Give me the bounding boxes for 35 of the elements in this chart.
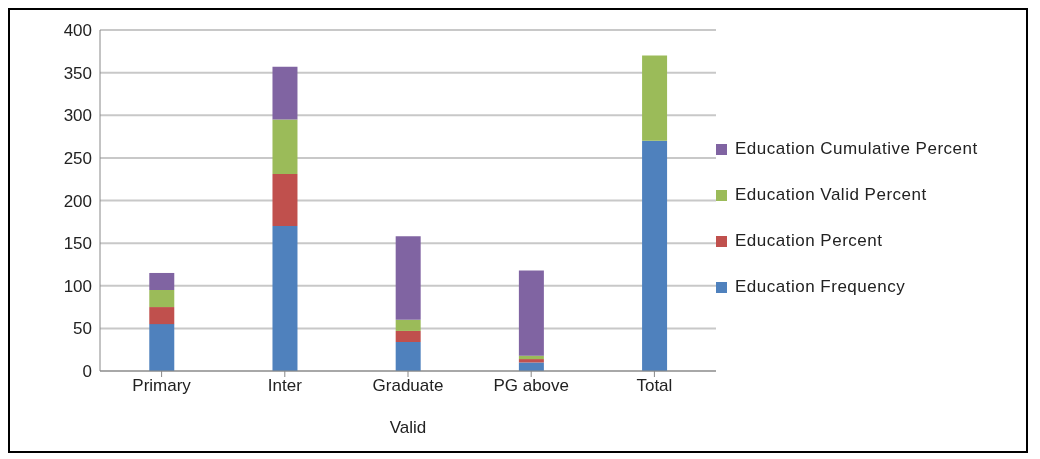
bar	[395, 342, 421, 371]
legend-label: Education Valid Percent	[735, 184, 928, 205]
x-axis-title: Valid	[389, 418, 427, 437]
y-tick-label: 150	[63, 234, 92, 254]
bar	[518, 270, 544, 356]
y-tick-label: 350	[63, 63, 92, 83]
y-tick-label: 250	[63, 148, 92, 168]
x-tick-label: Total	[636, 376, 673, 396]
bar	[272, 174, 298, 227]
bar	[272, 226, 298, 371]
legend-label: Education Frequency	[735, 276, 907, 297]
bar	[395, 319, 421, 331]
bar	[149, 272, 175, 291]
y-tick-label: 300	[63, 106, 92, 126]
bar	[149, 324, 175, 371]
bar	[272, 66, 298, 120]
bar	[149, 290, 175, 308]
legend-label: Education Percent	[735, 230, 884, 251]
bar	[149, 307, 175, 325]
x-tick-label: Primary	[132, 376, 192, 396]
x-tick-label: Inter	[267, 376, 303, 396]
bar	[395, 330, 421, 343]
bar	[642, 55, 668, 141]
bar	[518, 362, 544, 371]
y-tick-label: 400	[63, 21, 92, 41]
bar	[272, 119, 298, 175]
x-tick-label: PG above	[493, 376, 569, 396]
bar	[642, 140, 668, 371]
legend-label: Education Cumulative Percent	[735, 138, 979, 159]
y-tick-label: 100	[63, 276, 92, 296]
x-tick-label: Graduate	[372, 376, 444, 396]
y-tick-label: 0	[82, 362, 92, 382]
y-tick-label: 50	[73, 319, 92, 339]
bar	[395, 236, 421, 320]
y-tick-label: 200	[63, 191, 92, 211]
